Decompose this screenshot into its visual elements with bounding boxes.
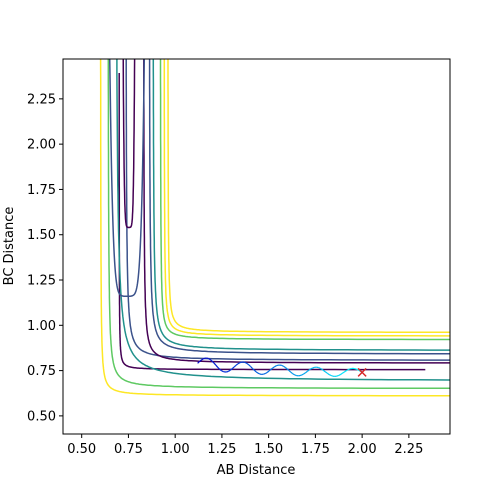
trajectory-segment [337, 376, 339, 377]
trajectory-segment [240, 362, 242, 363]
trajectory-segment [263, 374, 265, 375]
trajectory-segment [207, 358, 209, 359]
x-tick-label: 1.50 [254, 442, 283, 457]
trajectory-segment [313, 367, 315, 368]
trajectory-segment [258, 373, 260, 374]
y-axis-label: BC Distance [2, 207, 17, 286]
trajectory-segment [338, 375, 340, 376]
y-tick-label: 0.50 [27, 409, 56, 424]
trajectory-segment [329, 375, 331, 376]
trajectory-segment [355, 369, 357, 370]
trajectory-segment [348, 369, 350, 370]
y-tick-label: 0.75 [27, 364, 56, 379]
x-tick-label: 2.25 [394, 442, 423, 457]
y-tick-label: 1.00 [27, 319, 56, 334]
trajectory-segment [349, 369, 351, 370]
y-tick-label: 1.75 [27, 183, 56, 198]
y-tick-label: 1.50 [27, 228, 56, 243]
x-axis-label: AB Distance [217, 463, 296, 478]
x-tick-label: 0.50 [67, 442, 96, 457]
trajectory-segment [300, 375, 302, 376]
trajectory-segment [243, 362, 245, 363]
trajectory-segment [282, 365, 284, 366]
trajectory-segment [276, 365, 278, 366]
trajectory-segment [295, 375, 297, 376]
trajectory-segment [331, 376, 333, 377]
x-tick-label: 1.00 [161, 442, 190, 457]
trajectory-segment [318, 368, 320, 369]
y-tick-label: 2.25 [27, 92, 56, 107]
trajectory-segment [227, 371, 229, 372]
trajectory-segment [311, 368, 313, 369]
x-tick-label: 0.75 [114, 442, 143, 457]
y-tick-label: 1.25 [27, 274, 56, 289]
trajectory-segment [203, 358, 205, 359]
x-tick-label: 1.25 [207, 442, 236, 457]
x-tick-label: 1.75 [301, 442, 330, 457]
y-tick-label: 2.00 [27, 138, 56, 153]
x-tick-label: 2.00 [348, 442, 377, 457]
